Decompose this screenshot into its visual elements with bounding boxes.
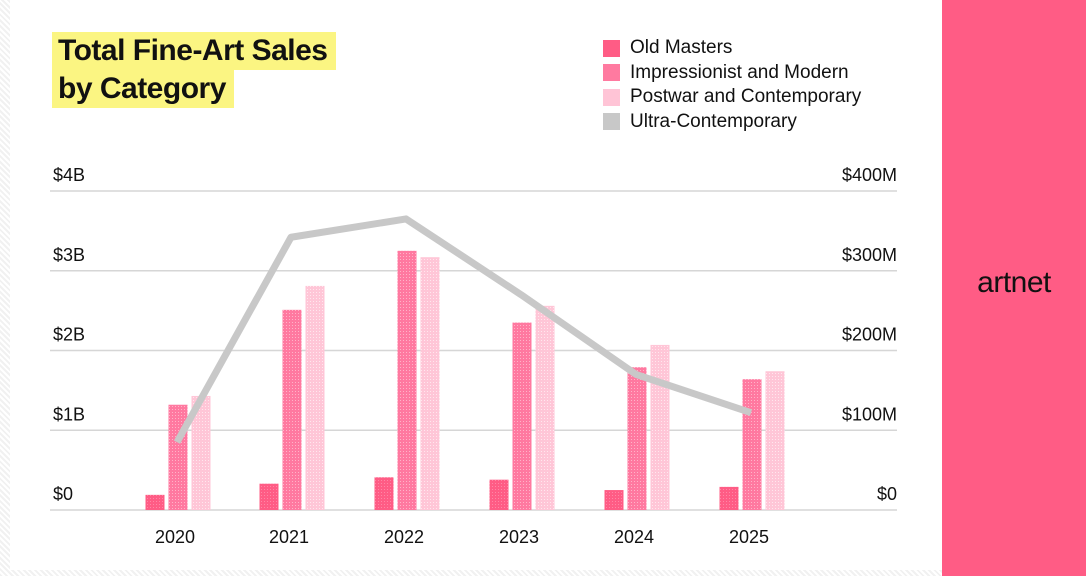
- bar-impressionist-modern-2024: [627, 367, 647, 510]
- legend-item-old-masters: Old Masters: [603, 36, 861, 61]
- bar-postwar-contemporary-2023: [535, 305, 555, 510]
- bar-impressionist-modern-2021: [282, 309, 302, 510]
- chart-title-line-2: by Category: [52, 70, 234, 108]
- legend-item-ultra-contemporary: Ultra-Contemporary: [603, 110, 861, 135]
- y-left-tick-0: $0: [53, 484, 73, 504]
- legend-label-impressionist-modern: Impressionist and Modern: [630, 61, 849, 83]
- legend-label-old-masters: Old Masters: [630, 37, 733, 59]
- card-left-border: [0, 0, 10, 576]
- legend-swatch-postwar-contemporary: [603, 88, 620, 106]
- bar-old-masters-2020: [145, 494, 165, 510]
- legend-item-postwar-contemporary: Postwar and Contemporary: [603, 85, 861, 110]
- bar-postwar-contemporary-2022: [420, 257, 440, 510]
- legend-swatch-impressionist-modern: [603, 64, 620, 82]
- chart-title-line-1: Total Fine-Art Sales: [52, 32, 336, 70]
- bar-old-masters-2025: [719, 486, 739, 510]
- y-right-tick-4: $400M: [842, 165, 897, 185]
- bar-postwar-contemporary-2024: [650, 344, 670, 510]
- chart-title: Total Fine-Art Sales by Category: [52, 32, 336, 108]
- chart-legend: Old Masters Impressionist and Modern Pos…: [603, 36, 861, 134]
- legend-label-ultra-contemporary: Ultra-Contemporary: [630, 110, 797, 132]
- bar-old-masters-2024: [604, 490, 624, 510]
- line-ultra-contemporary: [173, 215, 753, 444]
- card-bottom-border: [0, 570, 942, 576]
- legend-swatch-ultra-contemporary: [603, 113, 620, 131]
- chart-plot: $0 $1B $2B $3B $4B $0 $100M $200M $300M $400M 20…: [50, 165, 897, 547]
- legend-item-impressionist-modern: Impressionist and Modern: [603, 61, 861, 86]
- bar-postwar-contemporary-2021: [305, 285, 325, 510]
- brand-panel: artnet: [942, 0, 1086, 576]
- bar-impressionist-modern-2020: [168, 404, 188, 510]
- x-tick-2021: 2021: [269, 527, 309, 547]
- bars: [145, 250, 785, 510]
- y-axis-left-ticks: $0 $1B $2B $3B $4B: [53, 165, 85, 504]
- x-tick-2025: 2025: [729, 527, 769, 547]
- ultra-contemporary-line: [173, 215, 753, 444]
- x-tick-2023: 2023: [499, 527, 539, 547]
- legend-label-postwar-contemporary: Postwar and Contemporary: [630, 86, 862, 108]
- y-right-tick-0: $0: [877, 484, 897, 504]
- y-axis-right-ticks: $0 $100M $200M $300M $400M: [842, 165, 897, 504]
- y-left-tick-1: $1B: [53, 404, 85, 424]
- y-right-tick-1: $100M: [842, 404, 897, 424]
- y-right-tick-2: $200M: [842, 325, 897, 345]
- bar-postwar-contemporary-2025: [765, 371, 785, 510]
- bar-impressionist-modern-2025: [742, 379, 762, 510]
- x-tick-2022: 2022: [384, 527, 424, 547]
- bar-postwar-contemporary-2020: [191, 395, 211, 510]
- bar-old-masters-2022: [374, 477, 394, 510]
- bar-impressionist-modern-2022: [397, 250, 417, 510]
- artnet-logo: artnet: [977, 266, 1051, 299]
- x-tick-2024: 2024: [614, 527, 654, 547]
- x-axis-ticks: 2020 2021 2022 2023 2024 2025: [155, 527, 769, 547]
- legend-swatch-old-masters: [603, 39, 620, 57]
- bar-old-masters-2023: [489, 479, 509, 510]
- x-tick-2020: 2020: [155, 527, 195, 547]
- y-left-tick-4: $4B: [53, 165, 85, 185]
- y-left-tick-3: $3B: [53, 245, 85, 265]
- bar-old-masters-2021: [259, 483, 279, 510]
- y-right-tick-3: $300M: [842, 245, 897, 265]
- y-left-tick-2: $2B: [53, 325, 85, 345]
- bar-impressionist-modern-2023: [512, 322, 532, 510]
